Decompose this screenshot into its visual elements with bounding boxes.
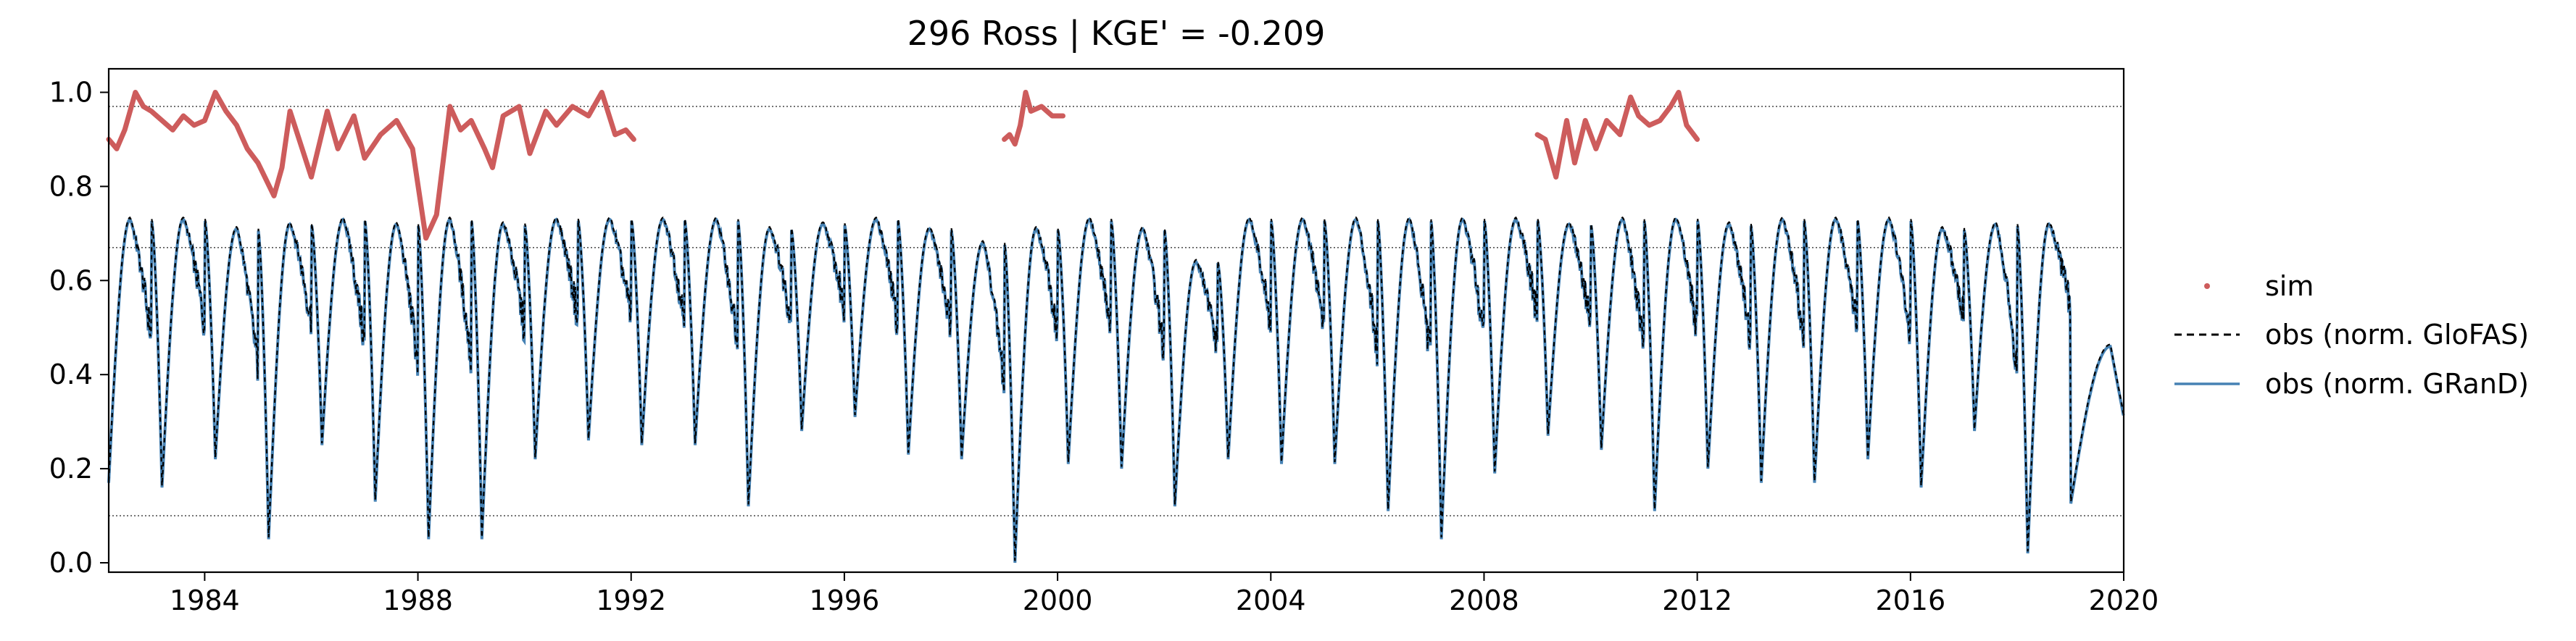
x-tick-label: 1988 xyxy=(383,585,453,616)
legend-label: obs (norm. GloFAS) xyxy=(2265,319,2529,351)
x-tick-label: 1984 xyxy=(170,585,240,616)
sim-line xyxy=(1534,90,1700,180)
x-tick-label: 1992 xyxy=(596,585,666,616)
legend: sim obs (norm. GloFAS) obs (norm. GRanD) xyxy=(2174,270,2529,400)
sim-line xyxy=(106,90,636,241)
x-tick-label: 2016 xyxy=(1875,585,1945,616)
x-tick-label: 2012 xyxy=(1662,585,1732,616)
plot-frame xyxy=(107,67,2125,574)
x-tick-label: 2000 xyxy=(1023,585,1093,616)
sim-line xyxy=(1002,90,1065,147)
y-tick-label: 0.4 xyxy=(49,359,93,390)
x-tick-label: 1996 xyxy=(810,585,880,616)
y-tick-label: 0.6 xyxy=(49,264,93,296)
y-tick-label: 0.2 xyxy=(49,453,93,485)
legend-label: obs (norm. GRanD) xyxy=(2265,368,2529,400)
y-tick-label: 1.0 xyxy=(49,76,93,108)
legend-sim-marker xyxy=(2204,283,2210,289)
reference-lines xyxy=(109,106,2124,516)
sim-series xyxy=(106,90,1700,241)
x-tick-label: 2004 xyxy=(1236,585,1306,616)
y-tick-label: 0.0 xyxy=(49,547,93,579)
chart-title: 296 Ross | KGE' = -0.209 xyxy=(907,14,1326,54)
x-tick-label: 2008 xyxy=(1449,585,1519,616)
y-tick-label: 0.8 xyxy=(49,170,93,202)
x-axis: 1984 1988 1992 1996 2000 2004 2008 2012 2016 2020 xyxy=(170,572,2159,616)
obs-grand-series xyxy=(107,217,2125,564)
x-tick-label: 2020 xyxy=(2089,585,2159,616)
legend-label: sim xyxy=(2265,270,2314,302)
y-axis: 0.0 0.2 0.4 0.6 0.8 1.0 xyxy=(49,76,109,579)
obs-grand-line xyxy=(107,217,2125,564)
